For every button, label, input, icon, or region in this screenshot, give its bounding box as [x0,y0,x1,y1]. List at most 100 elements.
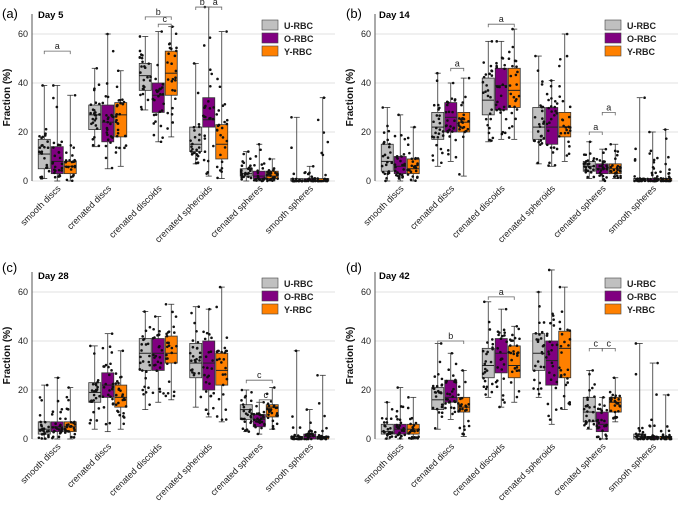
data-point [144,376,147,380]
data-point [463,428,466,431]
data-point [502,363,506,366]
data-point [114,115,118,118]
significance-bracket [601,112,616,116]
data-point [110,166,114,170]
data-point [664,162,667,166]
data-point [382,140,386,144]
data-point [484,90,487,93]
data-point [224,349,228,353]
data-point [321,153,325,157]
data-point [97,144,101,148]
data-point [303,178,307,182]
data-point [513,367,517,370]
data-point [117,401,120,405]
box-o-rbc [151,30,166,144]
data-point [174,32,178,36]
data-point [93,136,96,139]
data-point [267,410,271,414]
data-point [609,409,613,413]
data-point [615,171,618,175]
data-point [508,50,511,54]
data-point [139,71,142,74]
data-point [599,169,603,172]
data-point [584,153,588,157]
data-point [316,177,319,180]
significance-annotation: c [601,338,616,352]
data-point [488,126,491,130]
category-label: crenated discoids [450,183,507,240]
data-point [559,373,563,377]
significance-annotation: a [588,122,603,135]
box-o-rbc [50,84,64,182]
data-point [39,151,43,155]
data-point [215,113,219,116]
data-point [171,310,174,314]
data-point [203,134,207,138]
data-point [70,179,74,183]
data-point [173,89,177,92]
data-point [411,175,415,178]
data-point [147,62,151,65]
data-point [190,153,194,156]
data-point [386,156,390,160]
data-point [397,175,401,178]
data-point [104,94,108,98]
data-point [496,366,499,369]
data-point [551,312,554,316]
data-point [195,329,198,333]
data-point [451,395,454,398]
data-point [565,54,569,58]
data-point [548,340,552,344]
data-point [50,413,54,416]
data-point [266,170,270,174]
data-point [400,155,403,158]
data-point [154,120,157,123]
data-point [417,428,420,431]
data-point [549,84,553,88]
data-point [157,89,160,93]
data-point [497,333,500,337]
data-point [220,160,224,164]
data-point [104,422,108,426]
data-point [554,408,558,411]
data-point [615,153,619,157]
data-point [197,125,201,129]
data-point [91,117,95,121]
data-point [170,351,174,355]
data-point [616,168,619,172]
data-point [534,364,537,368]
significance-annotation: b [437,331,465,344]
category-label: crenated spheroids [153,441,215,503]
data-point [458,407,462,411]
data-point [481,349,485,353]
data-point [208,107,212,110]
data-point [265,173,269,177]
data-point [596,407,600,411]
data-point [458,117,461,120]
data-point [306,433,310,436]
data-point [255,179,258,182]
data-point [143,310,146,313]
box-y-rbc [457,369,471,437]
data-point [564,126,568,129]
data-point [560,407,563,410]
data-point [104,144,108,148]
data-point [189,368,193,372]
data-point [482,75,486,79]
data-point [414,179,417,183]
data-point [212,391,216,395]
data-point [488,328,492,331]
legend-item-u-rbc: U-RBC [604,19,656,31]
data-point [664,137,668,140]
data-point [321,179,325,183]
data-point [225,30,228,33]
data-point [38,134,41,138]
data-point [401,405,405,409]
data-point [212,406,215,410]
data-point [243,429,247,432]
legend-item-o-rbc: O-RBC [261,290,314,302]
data-point [269,171,273,175]
data-point [307,177,310,181]
